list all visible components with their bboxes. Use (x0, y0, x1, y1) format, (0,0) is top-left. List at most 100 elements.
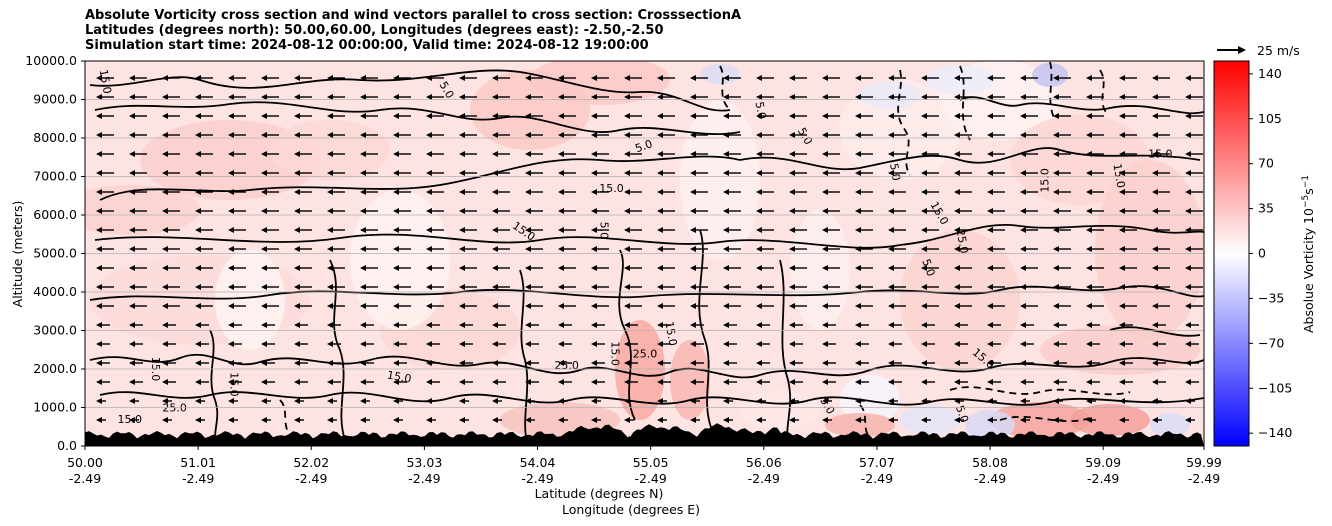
wind-vector-arrow (1086, 94, 1104, 100)
wind-vector-arrow (492, 379, 506, 385)
wind-vector-arrow (855, 322, 869, 328)
wind-vector-arrow (1152, 170, 1170, 176)
wind-vector-arrow (525, 227, 543, 233)
wind-vector-arrow (96, 170, 114, 176)
wind-vector-arrow (294, 284, 312, 290)
wind-vector-arrow (1086, 436, 1096, 442)
wind-vector-arrow (294, 170, 312, 176)
wind-vector-arrow (1119, 151, 1137, 157)
wind-vector-arrow (1086, 189, 1104, 195)
wind-vector-arrow (954, 170, 972, 176)
wind-vector-arrow (1119, 75, 1137, 81)
wind-vector-arrow (987, 303, 1005, 309)
wind-vector-arrow (261, 94, 279, 100)
wind-vector-arrow (690, 417, 700, 423)
wind-vector-arrow (1086, 398, 1096, 404)
wind-vector-arrow (1119, 208, 1137, 214)
y-tick-label: 4000.0 (33, 284, 77, 299)
x-tick-label-lat: 54.04 (520, 455, 556, 470)
wind-vector-arrow (228, 284, 246, 290)
wind-vector-arrow (261, 113, 279, 119)
wind-vector-arrow (1020, 75, 1038, 81)
wind-vector-arrow (96, 360, 110, 366)
wind-vector-arrow (1086, 360, 1100, 366)
wind-vector-arrow (1152, 75, 1170, 81)
wind-vector-arrow (756, 379, 770, 385)
wind-vector-arrow (756, 208, 774, 214)
wind-vector-arrow (1119, 265, 1137, 271)
wind-vector-arrow (822, 113, 840, 119)
wind-vector-arrow (657, 113, 675, 119)
wind-vector-arrow (360, 170, 378, 176)
wind-vector-arrow (162, 417, 172, 423)
wind-vector-arrow (195, 75, 213, 81)
wind-vector-arrow (690, 113, 708, 119)
wind-vector-arrow (459, 455, 469, 461)
wind-vector-arrow (690, 398, 700, 404)
wind-vector-arrow (360, 189, 378, 195)
wind-vector-arrow (525, 341, 539, 347)
wind-vector-arrow (96, 265, 114, 271)
wind-vector-arrow (822, 379, 836, 385)
wind-vector-arrow (888, 170, 906, 176)
wind-vector-arrow (624, 113, 642, 119)
wind-vector-arrow (921, 151, 939, 157)
wind-vector-arrow (1053, 379, 1067, 385)
wind-vector-arrow (1119, 303, 1137, 309)
wind-vector-arrow (426, 341, 440, 347)
wind-vector-arrow (1119, 322, 1133, 328)
wind-vector-arrow (228, 113, 246, 119)
wind-vector-arrow (954, 75, 972, 81)
wind-vector-arrow (789, 284, 807, 290)
wind-vector-arrow (987, 265, 1005, 271)
wind-vector-arrow (459, 94, 477, 100)
wind-vector-arrow (690, 284, 708, 290)
wind-vector-arrow (261, 189, 279, 195)
wind-vector-arrow (228, 246, 246, 252)
wind-vector-arrow (492, 170, 510, 176)
wind-vector-arrow (228, 341, 242, 347)
wind-vector-arrow (360, 436, 370, 442)
wind-vector-arrow (96, 379, 110, 385)
vorticity-patch (215, 250, 285, 350)
y-tick-label: 8000.0 (33, 130, 77, 145)
contour-label: 5.0 (919, 257, 937, 278)
wind-vector-arrow (261, 398, 271, 404)
wind-vector-arrow (657, 151, 675, 157)
wind-vector-arrow (723, 94, 741, 100)
x-tick-label-lon: -2.49 (634, 471, 666, 486)
wind-vector-arrow (1119, 398, 1129, 404)
wind-vector-arrow (987, 341, 1001, 347)
wind-vector-arrow (492, 151, 510, 157)
wind-vector-arrow (789, 132, 807, 138)
wind-vector-arrow (822, 303, 840, 309)
wind-vector-arrow (261, 75, 279, 81)
wind-vector-arrow (690, 132, 708, 138)
wind-vector-arrow (789, 113, 807, 119)
wind-vector-arrow (591, 227, 609, 233)
wind-vector-arrow (789, 75, 807, 81)
wind-vector-arrow (558, 284, 576, 290)
wind-vector-arrow (987, 436, 997, 442)
wind-vector-arrow (327, 398, 337, 404)
contour-line (329, 259, 346, 441)
contour-label: 5.0 (753, 101, 769, 120)
contour-label: 5.0 (887, 162, 903, 181)
wind-vector-arrow (294, 189, 312, 195)
contour-line-negative (897, 69, 911, 176)
contour-label: 15.0 (599, 182, 624, 195)
wind-vector-arrow (1020, 341, 1034, 347)
wind-vector-arrow (987, 94, 1005, 100)
wind-vector-arrow (591, 379, 605, 385)
wind-vector-arrow (327, 303, 345, 309)
wind-vector-arrow (129, 455, 139, 461)
colorbar-tick-label: −140 (1258, 425, 1292, 440)
wind-vector-arrow (96, 227, 114, 233)
wind-vector-arrow (1119, 94, 1137, 100)
wind-vector-arrow (294, 322, 308, 328)
wind-vector-arrow (129, 322, 143, 328)
wind-vector-arrow (327, 360, 341, 366)
wind-vector-arrow (822, 208, 840, 214)
wind-vector-arrow (888, 265, 906, 271)
